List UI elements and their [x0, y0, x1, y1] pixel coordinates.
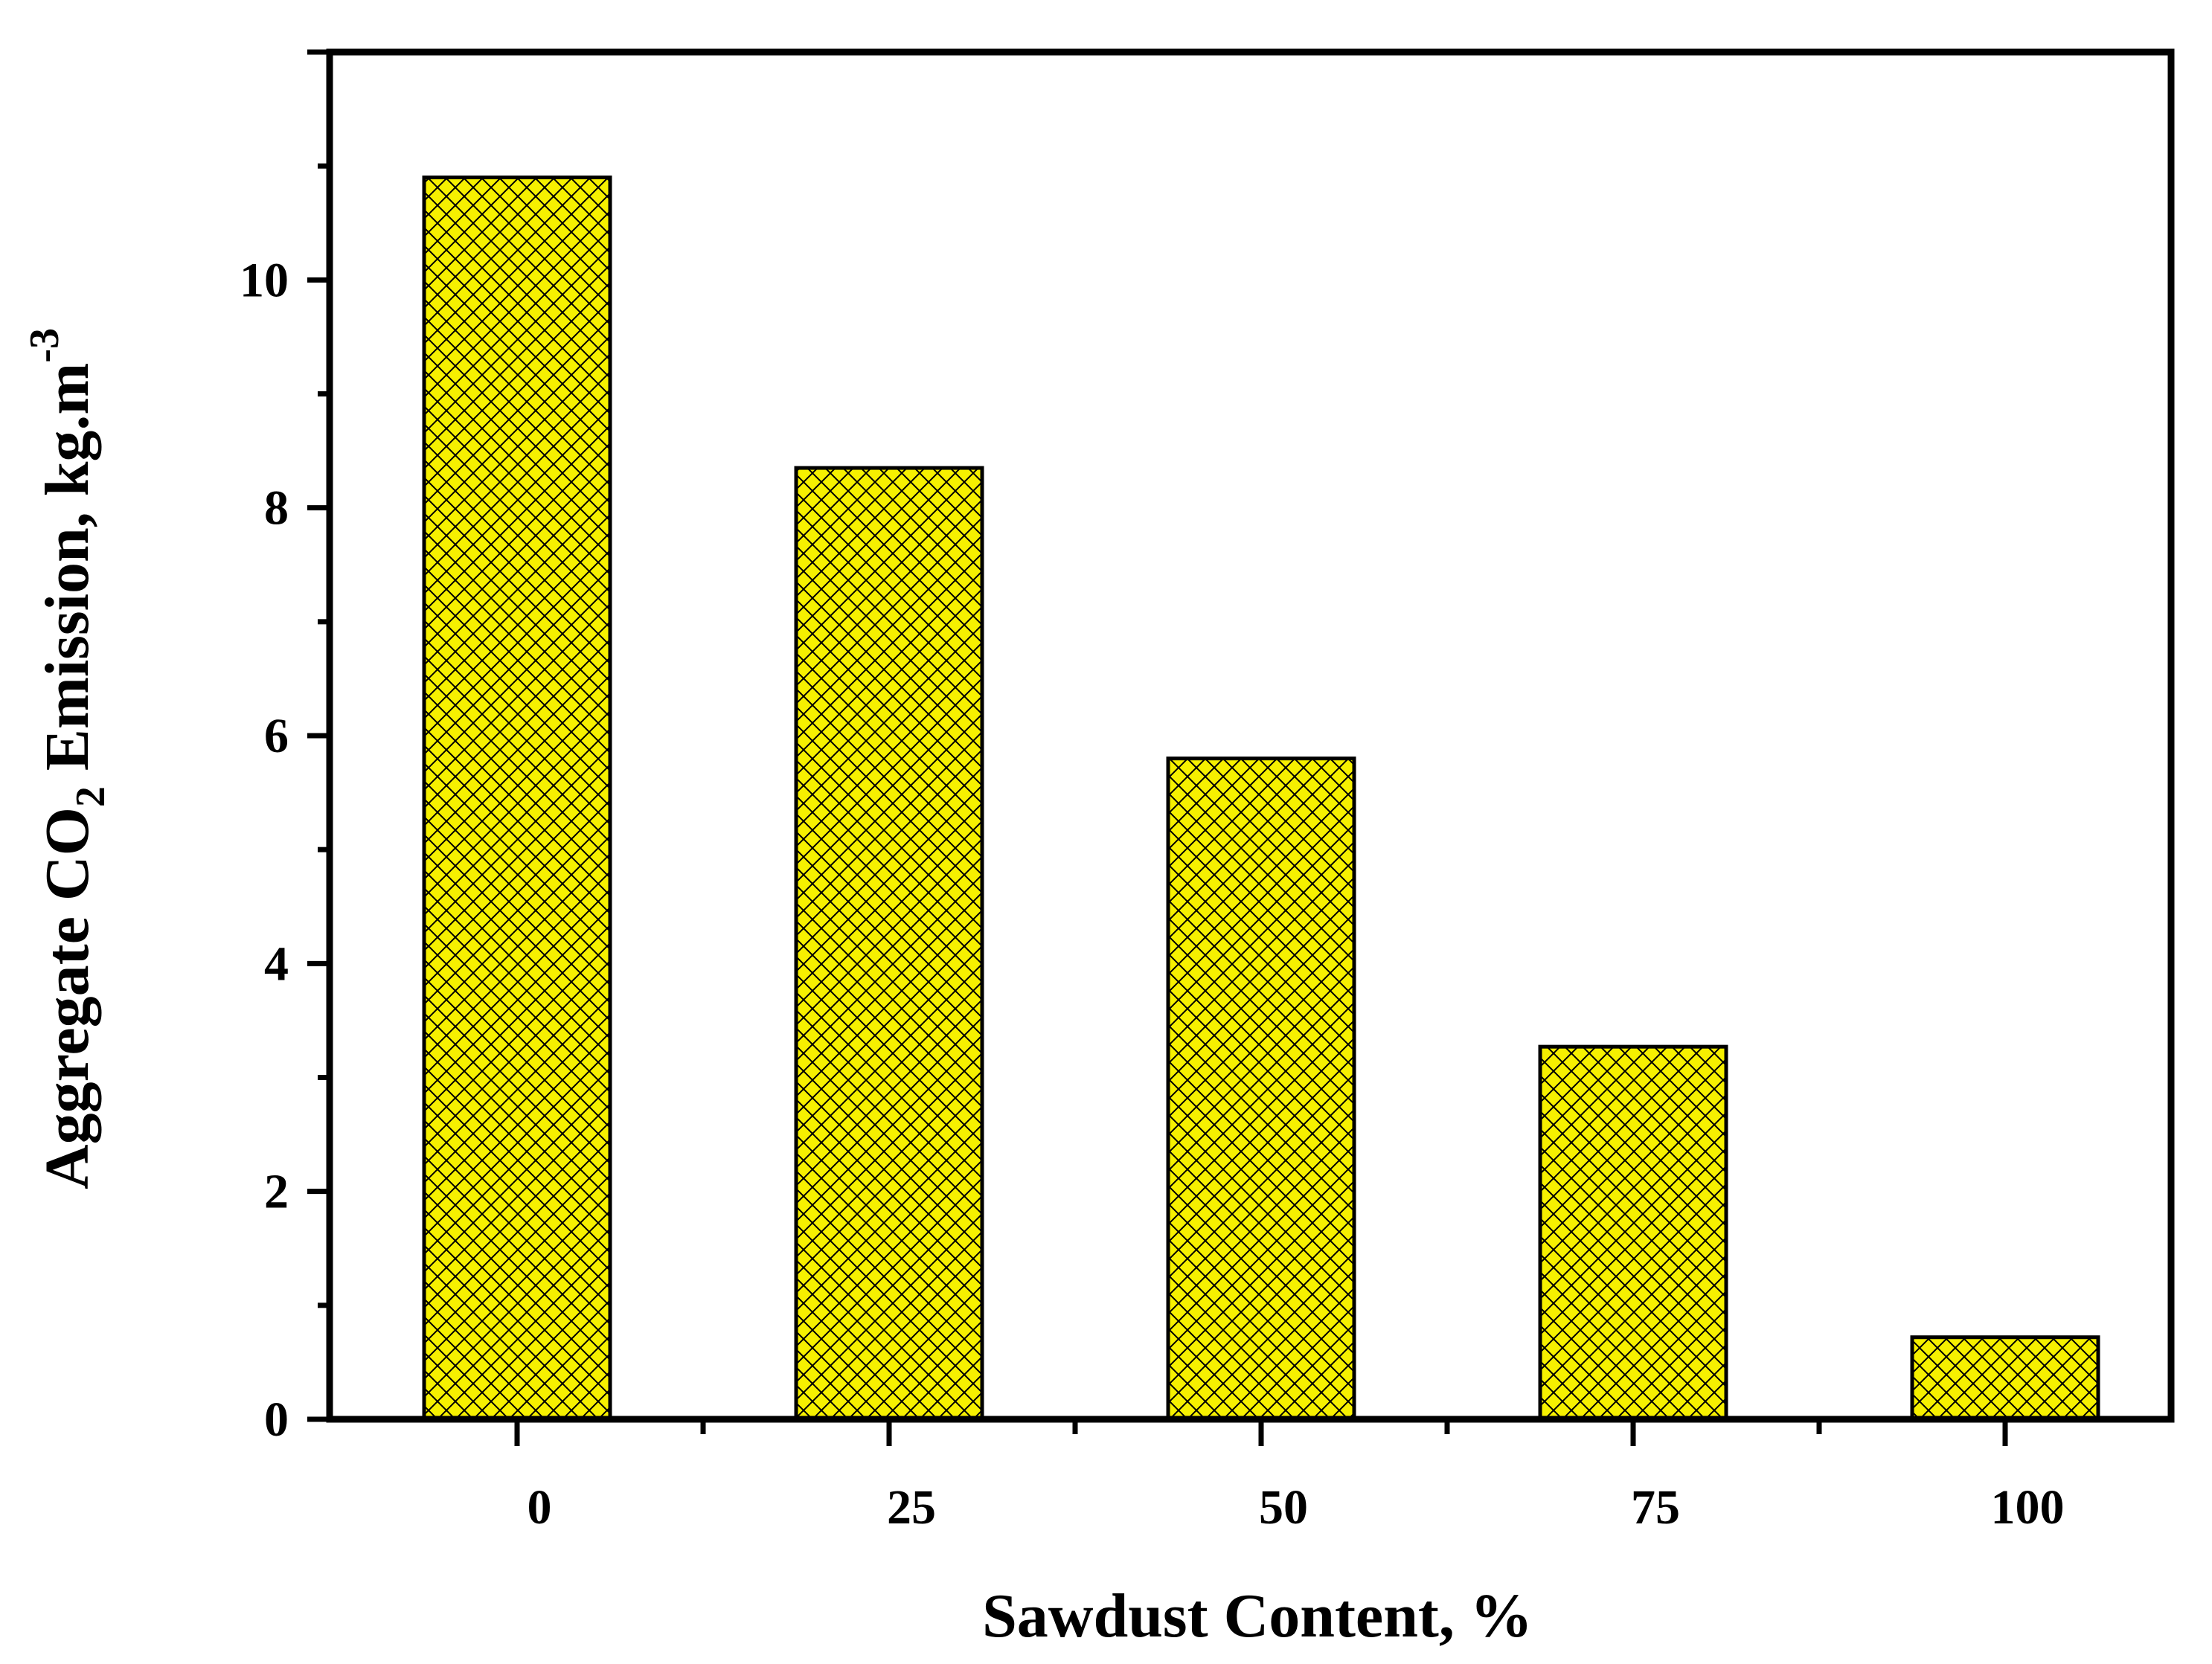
x-tick-label: 25 [887, 1480, 936, 1535]
x-tick-label: 50 [1259, 1480, 1308, 1535]
x-tick-labels: 0 25 50 75 100 [528, 1480, 2065, 1535]
y-tick-label: 8 [264, 481, 289, 536]
x-tick-label: 0 [528, 1480, 552, 1535]
y-axis-title-superscript: -3 [22, 328, 68, 363]
y-tick-labels: 0 2 4 6 8 10 [240, 253, 289, 1447]
x-tick-label: 75 [1631, 1480, 1680, 1535]
y-tick-label: 0 [264, 1392, 289, 1447]
bar-0 [422, 175, 612, 1422]
y-tick-label: 10 [240, 253, 289, 307]
bar-100 [1910, 1335, 2100, 1422]
y-axis-title-middle: Emission, kg.m [33, 363, 102, 786]
y-axis-title-prefix: Aggregate CO [33, 807, 102, 1189]
y-tick-label: 4 [264, 937, 289, 991]
plot-frame [326, 48, 2175, 1423]
y-axis-title-subscript: 2 [68, 786, 114, 807]
bar-25 [794, 466, 984, 1422]
y-tick-label: 6 [264, 709, 289, 763]
x-tick-label: 100 [1991, 1480, 2065, 1535]
y-axis-title: Aggregate CO2 Emission, kg.m-3 [22, 328, 114, 1189]
bar-outline [1910, 1335, 2100, 1422]
bar-outline [1538, 1044, 1728, 1422]
bars-group [422, 175, 2100, 1422]
x-axis-title: Sawdust Content, % [982, 1581, 1533, 1651]
bar-outline [794, 466, 984, 1422]
bar-outline [1166, 756, 1356, 1422]
bar-outline [422, 175, 612, 1422]
bar-75 [1538, 1044, 1728, 1422]
bar-50 [1166, 756, 1356, 1422]
y-tick-label: 2 [264, 1165, 289, 1219]
